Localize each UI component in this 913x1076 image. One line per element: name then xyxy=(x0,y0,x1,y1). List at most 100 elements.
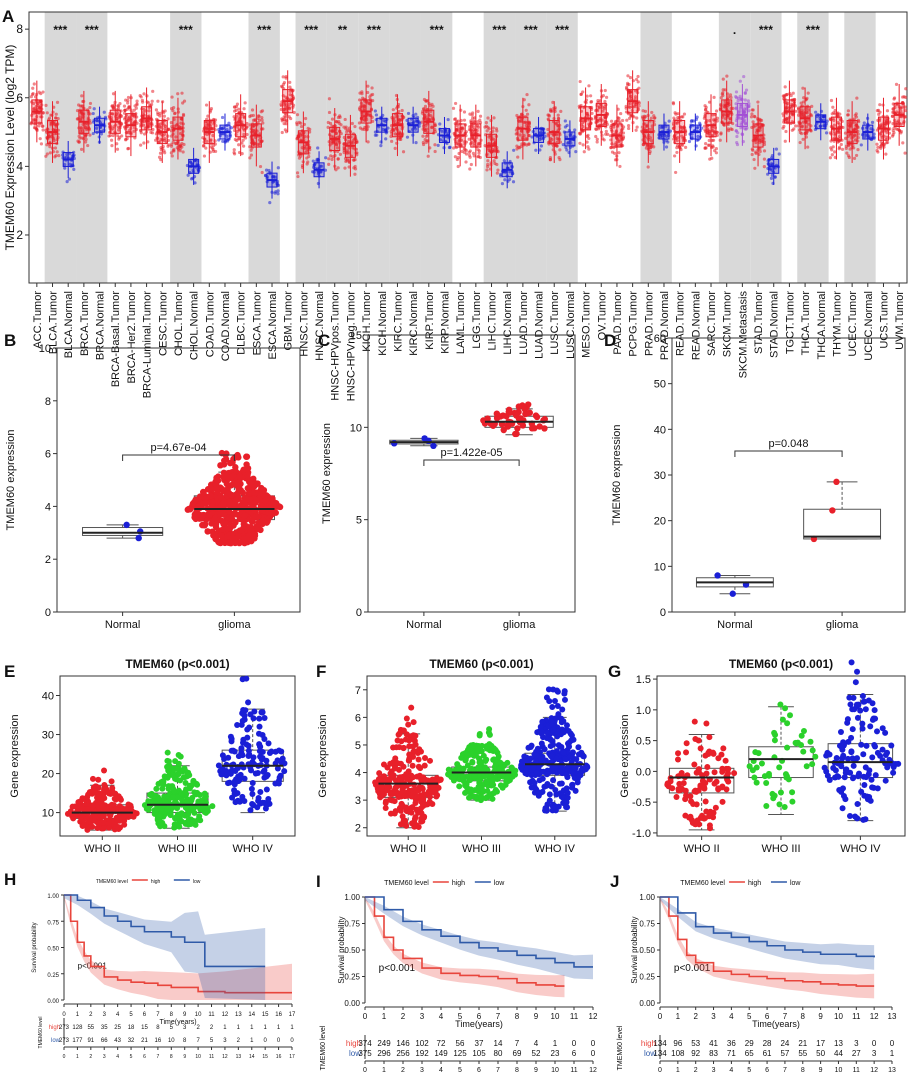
data-point xyxy=(353,125,357,129)
data-point xyxy=(240,466,247,473)
data-point xyxy=(503,178,507,182)
x-tick-label: READ.Tumor xyxy=(675,291,687,356)
data-point xyxy=(169,144,174,148)
y-tick-label: 6 xyxy=(355,712,361,724)
data-point xyxy=(100,825,107,832)
y-tick-label: 7 xyxy=(355,685,361,697)
x-tick-label: PRAD.Tumor xyxy=(643,291,655,356)
data-point xyxy=(147,109,151,113)
data-point xyxy=(252,770,259,777)
data-point xyxy=(41,90,45,94)
data-point xyxy=(558,148,562,152)
data-point xyxy=(719,131,723,135)
data-point xyxy=(495,171,499,175)
x-tick-label: LUAD.Tumor xyxy=(518,291,530,355)
data-point xyxy=(117,814,124,821)
data-point xyxy=(721,77,725,81)
data-point xyxy=(224,533,231,541)
data-point xyxy=(57,154,61,158)
x-tick-label: CESC.Tumor xyxy=(157,291,169,356)
x-tick-label: THYM.Tumor xyxy=(831,291,843,357)
data-point xyxy=(714,109,719,113)
data-point xyxy=(126,147,130,151)
data-point xyxy=(179,121,183,125)
data-point xyxy=(101,767,108,774)
data-point xyxy=(78,129,83,133)
data-point xyxy=(93,783,100,790)
x-tick-label: BLCA.Tumor xyxy=(48,291,60,355)
data-point xyxy=(111,818,118,825)
panel-letter: B xyxy=(4,331,16,350)
data-point xyxy=(174,805,181,812)
data-point xyxy=(174,135,178,139)
data-point xyxy=(346,128,350,132)
data-point xyxy=(228,747,235,754)
data-point xyxy=(134,106,138,110)
data-point xyxy=(557,117,561,121)
data-point xyxy=(245,699,252,706)
data-point xyxy=(204,146,208,150)
data-point xyxy=(225,139,230,143)
data-point xyxy=(176,110,181,114)
data-point xyxy=(255,525,262,532)
data-point xyxy=(84,826,91,833)
data-point xyxy=(343,117,347,122)
data-point xyxy=(181,112,186,117)
data-point xyxy=(714,572,721,579)
data-point xyxy=(682,112,687,116)
data-point xyxy=(331,155,335,159)
box xyxy=(803,508,882,540)
data-point xyxy=(578,79,582,84)
data-point xyxy=(110,104,114,108)
data-point xyxy=(468,149,472,153)
data-point xyxy=(512,148,516,152)
y-axis-label: TMEM60 expression xyxy=(321,423,333,524)
data-point xyxy=(169,121,173,125)
data-point xyxy=(750,152,754,157)
y-tick-label: 8 xyxy=(16,22,23,36)
data-point xyxy=(281,117,285,122)
data-point xyxy=(139,95,143,99)
data-point xyxy=(132,120,137,124)
data-point xyxy=(245,753,252,760)
significance-label: *** xyxy=(492,23,506,37)
data-point xyxy=(360,127,364,131)
data-point xyxy=(53,128,58,132)
data-point xyxy=(533,413,541,421)
data-point xyxy=(130,813,137,820)
data-point xyxy=(456,155,460,160)
data-point xyxy=(433,143,437,147)
data-point xyxy=(459,108,463,112)
data-point xyxy=(708,157,712,161)
data-point xyxy=(109,138,114,142)
data-point xyxy=(115,147,120,151)
x-tick-label: LIHC.Tumor xyxy=(487,291,499,351)
data-point xyxy=(514,425,521,432)
data-point xyxy=(123,521,130,529)
data-point xyxy=(603,88,607,93)
data-point xyxy=(54,112,58,116)
data-point xyxy=(366,140,370,144)
p-value-label: p=4.67e-04 xyxy=(151,442,207,454)
y-tick-label: 6 xyxy=(16,91,23,105)
data-point xyxy=(456,164,460,169)
data-point xyxy=(214,477,222,484)
y-tick-label: 40 xyxy=(654,424,666,436)
data-point xyxy=(743,91,747,95)
data-point xyxy=(258,484,265,492)
data-point xyxy=(494,127,499,131)
y-tick-label: 2 xyxy=(45,554,51,566)
data-point xyxy=(652,114,656,118)
data-point xyxy=(172,758,179,765)
data-point xyxy=(619,111,623,116)
data-point xyxy=(752,114,756,119)
data-point xyxy=(65,180,69,184)
data-point xyxy=(239,752,246,759)
data-point xyxy=(261,715,268,722)
data-point xyxy=(111,112,115,116)
data-point xyxy=(273,502,280,509)
data-point xyxy=(801,86,805,90)
data-point xyxy=(38,137,42,141)
data-point xyxy=(31,86,35,90)
y-tick-label: 6 xyxy=(45,449,51,461)
